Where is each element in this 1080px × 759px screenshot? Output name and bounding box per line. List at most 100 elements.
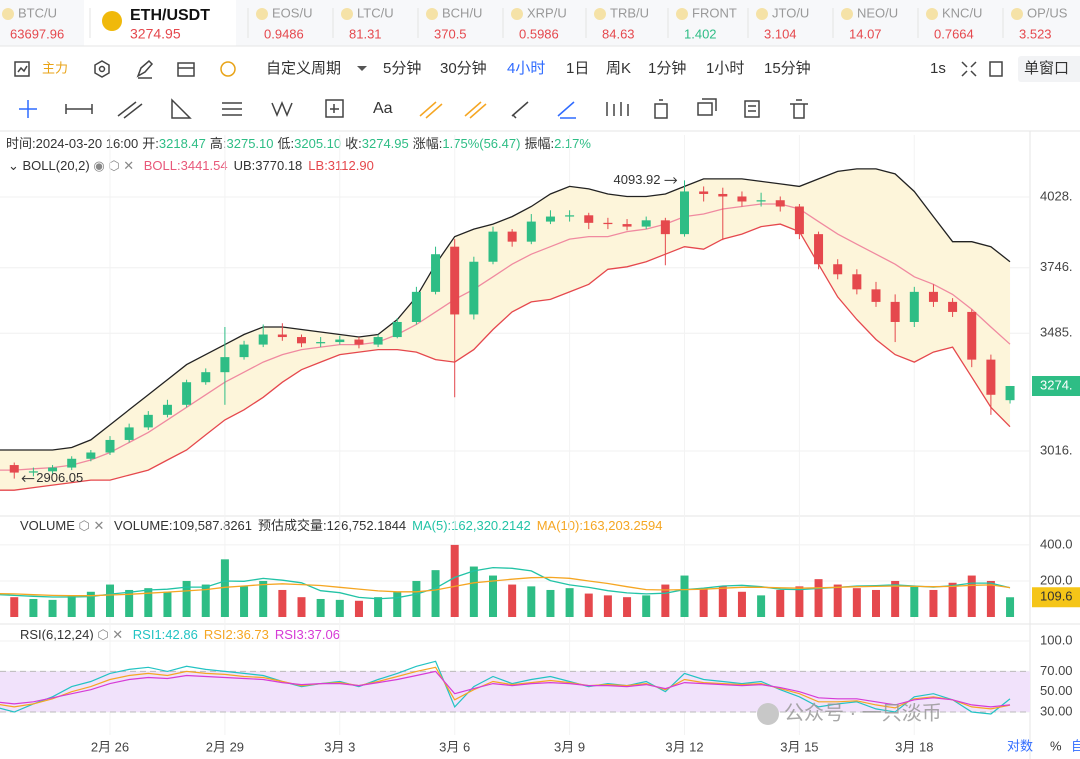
ticker-price: 0.5986: [519, 26, 559, 41]
copy-tool[interactable]: [697, 98, 717, 116]
legend-icons[interactable]: ◉ ⬡ ✕: [90, 158, 138, 173]
candle-body: [220, 357, 230, 373]
legend-icons[interactable]: ⬡ ✕: [75, 518, 108, 533]
ticker-price: 3274.95: [130, 26, 181, 42]
period[interactable]: 30分钟: [440, 60, 487, 77]
volume-bar: [259, 580, 268, 617]
candle-body: [105, 439, 115, 453]
draw-icon[interactable]: [136, 59, 154, 79]
volume-bar: [718, 586, 727, 617]
candle-body: [354, 339, 364, 345]
measure-tool[interactable]: [325, 99, 344, 118]
volume-bar: [1006, 597, 1015, 617]
ticker-symbol[interactable]: ETH/USDT: [130, 7, 210, 24]
coin-icon: [756, 8, 768, 20]
candle-body: [794, 206, 804, 235]
volume-bar: [872, 589, 880, 617]
ticker-symbol[interactable]: XRP/U: [527, 5, 567, 20]
volume-bar: [623, 597, 632, 617]
legend-item: RSI3:37.06: [275, 627, 340, 642]
ruler-tool[interactable]: [511, 101, 529, 119]
volume-bar: [699, 588, 708, 617]
ticker-price: 3.523: [1019, 26, 1052, 41]
ticker-symbol[interactable]: FRONT: [692, 5, 737, 20]
volume-bar: [584, 593, 593, 617]
y-tick-label: 50.00: [1040, 683, 1073, 698]
log-toggle[interactable]: 对数: [1007, 738, 1033, 753]
wave-tool[interactable]: [271, 101, 293, 117]
ticker-symbol[interactable]: EOS/U: [272, 5, 312, 20]
ticker-symbol[interactable]: BTC/U: [18, 5, 57, 20]
volume-bar: [374, 597, 383, 617]
interval[interactable]: 1s: [930, 60, 946, 77]
candle-body: [660, 220, 670, 235]
volume-bar: [106, 584, 114, 617]
ticker-symbol[interactable]: TRB/U: [610, 5, 649, 20]
ticker-price: 370.5: [434, 26, 467, 41]
window-icons[interactable]: [961, 61, 1003, 77]
volume-bar: [201, 584, 210, 617]
delete-tool[interactable]: [790, 99, 808, 119]
percent-toggle[interactable]: %: [1050, 738, 1062, 753]
edit-tool[interactable]: [744, 100, 760, 118]
period[interactable]: 4小时: [507, 60, 545, 77]
period[interactable]: 1分钟: [648, 60, 686, 77]
period-menu[interactable]: 自定义周期: [266, 60, 341, 77]
candle-body: [737, 196, 747, 202]
candle-body: [239, 344, 249, 358]
ticker-price: 81.31: [349, 26, 382, 41]
volume-ma: [0, 576, 1011, 597]
volume-bar: [48, 599, 57, 617]
timer-icon[interactable]: [220, 61, 236, 77]
chart-icon[interactable]: [14, 61, 30, 77]
ticker-symbol[interactable]: JTO/U: [772, 5, 809, 20]
volume-bar: [948, 582, 957, 617]
period[interactable]: 5分钟: [383, 60, 421, 77]
bars-tool[interactable]: [606, 102, 629, 116]
annotation-arrow: [21, 475, 35, 482]
candle-body: [890, 301, 900, 322]
layout-icon[interactable]: [177, 62, 195, 77]
ticker-symbol[interactable]: KNC/U: [942, 5, 982, 20]
toolbar-icons: [14, 59, 1003, 79]
ticker-symbol[interactable]: NEO/U: [857, 5, 898, 20]
main-indicator[interactable]: 主力: [42, 60, 68, 75]
window-select[interactable]: [1018, 56, 1080, 82]
period[interactable]: 1日: [566, 60, 589, 77]
ticker-symbol[interactable]: OP/US: [1027, 5, 1068, 20]
candle-body: [411, 291, 421, 322]
candle-body: [584, 215, 594, 223]
ticker-symbol[interactable]: LTC/U: [357, 5, 394, 20]
period[interactable]: 15分钟: [764, 60, 811, 77]
crosshair-tool[interactable]: [19, 100, 37, 118]
lock-tool[interactable]: [654, 99, 668, 119]
volume-bar: [431, 570, 440, 617]
volume-bar: [220, 559, 229, 617]
channel-tool[interactable]: [117, 101, 143, 119]
ticker-symbol[interactable]: BCH/U: [442, 5, 482, 20]
y-tick-label: 3746.: [1040, 259, 1073, 274]
volume-tag: [1032, 587, 1080, 608]
info-label: 低:: [278, 136, 295, 151]
fib-tool[interactable]: [222, 102, 242, 116]
auto-toggle[interactable]: 自: [1071, 738, 1080, 753]
boll-line: [0, 168, 1011, 451]
coin-icon: [511, 8, 523, 20]
period[interactable]: 1小时: [706, 60, 744, 77]
candle-body: [335, 339, 345, 343]
candle-body: [373, 337, 383, 345]
hline-tool[interactable]: [65, 104, 93, 114]
window-label[interactable]: 单窗口: [1024, 59, 1069, 77]
candle-body: [86, 452, 96, 459]
text-tool[interactable]: Aa: [373, 100, 393, 117]
volume-bar: [393, 591, 402, 617]
settings-icon[interactable]: [94, 60, 110, 78]
angle-tool[interactable]: [171, 98, 192, 119]
candle-body: [775, 200, 785, 207]
brush-tool[interactable]: [557, 101, 576, 119]
period[interactable]: 周K: [606, 60, 631, 77]
dropdown-caret: [357, 66, 367, 71]
tag-tool-2[interactable]: [464, 101, 487, 119]
candle-body: [871, 289, 881, 302]
tag-tool[interactable]: [419, 101, 443, 119]
